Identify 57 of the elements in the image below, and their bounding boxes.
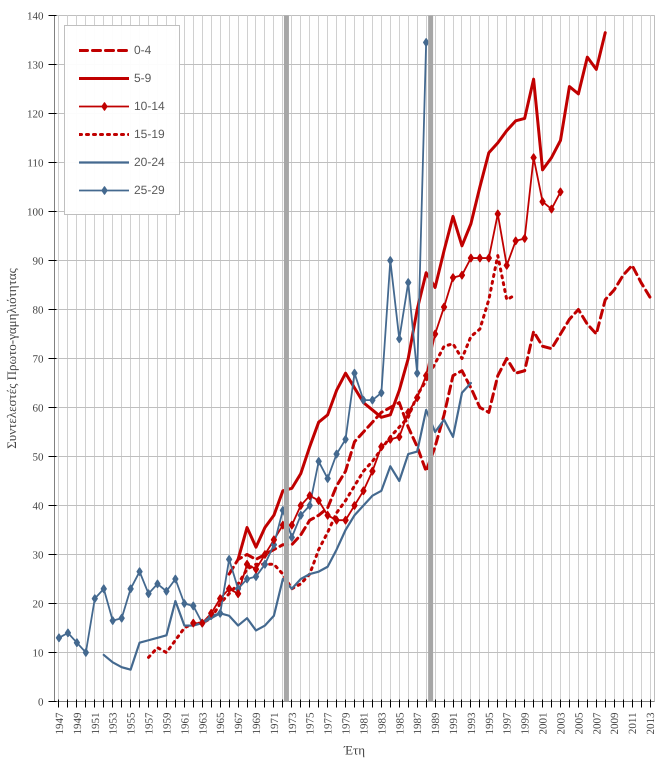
x-tick-label: 1955	[126, 712, 138, 734]
x-tick-label: 1959	[161, 712, 174, 734]
y-tick-label: 80	[32, 304, 44, 316]
x-tick-label: 1985	[394, 712, 406, 734]
x-tick-label: 1995	[484, 712, 496, 734]
legend-label: 20-24	[134, 155, 165, 169]
x-axis-title: Έτη	[342, 742, 366, 758]
y-tick-label: 100	[27, 206, 44, 218]
x-tick-label: 1951	[90, 712, 102, 734]
y-tick-label: 20	[32, 598, 44, 610]
legend-label: 15-19	[134, 127, 165, 141]
x-tick-label: 1965	[215, 712, 228, 734]
x-tick-label: 2001	[538, 712, 550, 734]
x-tick-label: 1987	[412, 712, 424, 734]
y-tick-label: 120	[27, 108, 44, 120]
y-axis-title: Συντελεστές Πρωτο-γαμηλιότητας	[4, 267, 19, 449]
x-tick-label: 1949	[72, 712, 84, 734]
x-tick-label: 1979	[340, 712, 353, 734]
y-tick-label: 10	[32, 648, 44, 660]
x-tick-label: 1983	[376, 712, 388, 734]
x-tick-label: 1973	[286, 712, 299, 734]
x-tick-label: 1981	[358, 712, 370, 734]
x-tick-label: 1977	[322, 712, 335, 734]
x-tick-label: 1967	[233, 712, 246, 734]
y-tick-label: 0	[38, 696, 44, 708]
y-tick-label: 90	[32, 256, 44, 268]
x-tick-label: 1993	[466, 712, 478, 734]
x-tick-label: 2009	[609, 712, 622, 734]
x-tick-label: 1963	[197, 712, 210, 734]
y-tick-label: 50	[32, 452, 44, 464]
y-tick-label: 60	[32, 402, 44, 414]
legend-label: 10-14	[134, 99, 165, 113]
legend-label: 5-9	[134, 71, 152, 85]
x-tick-label: 1975	[304, 712, 317, 734]
y-tick-label: 70	[32, 354, 44, 366]
x-tick-label: 1997	[502, 712, 514, 734]
x-tick-label: 1953	[108, 712, 120, 734]
legend-label: 25-29	[134, 183, 165, 197]
y-tick-label: 40	[32, 500, 44, 512]
x-tick-label: 2005	[573, 712, 586, 734]
x-tick-label: 1957	[144, 712, 156, 734]
x-tick-label: 1961	[179, 712, 192, 734]
x-tick-label: 1991	[448, 712, 460, 734]
x-tick-label: 1999	[520, 712, 532, 734]
x-tick-label: 2011	[627, 712, 640, 734]
y-tick-label: 110	[27, 158, 44, 170]
x-tick-label: 1947	[54, 712, 66, 734]
y-tick-label: 130	[27, 60, 44, 72]
x-tick-label: 2003	[555, 712, 568, 734]
x-tick-label: 1989	[430, 712, 442, 734]
x-tick-label: 2007	[591, 712, 604, 734]
y-tick-label: 30	[32, 550, 44, 562]
x-tick-label: 1969	[250, 712, 263, 734]
x-tick-label: 2013	[645, 712, 658, 734]
x-tick-label: 1971	[268, 712, 281, 734]
legend-label: 0-4	[134, 43, 152, 57]
y-tick-label: 140	[27, 10, 44, 22]
